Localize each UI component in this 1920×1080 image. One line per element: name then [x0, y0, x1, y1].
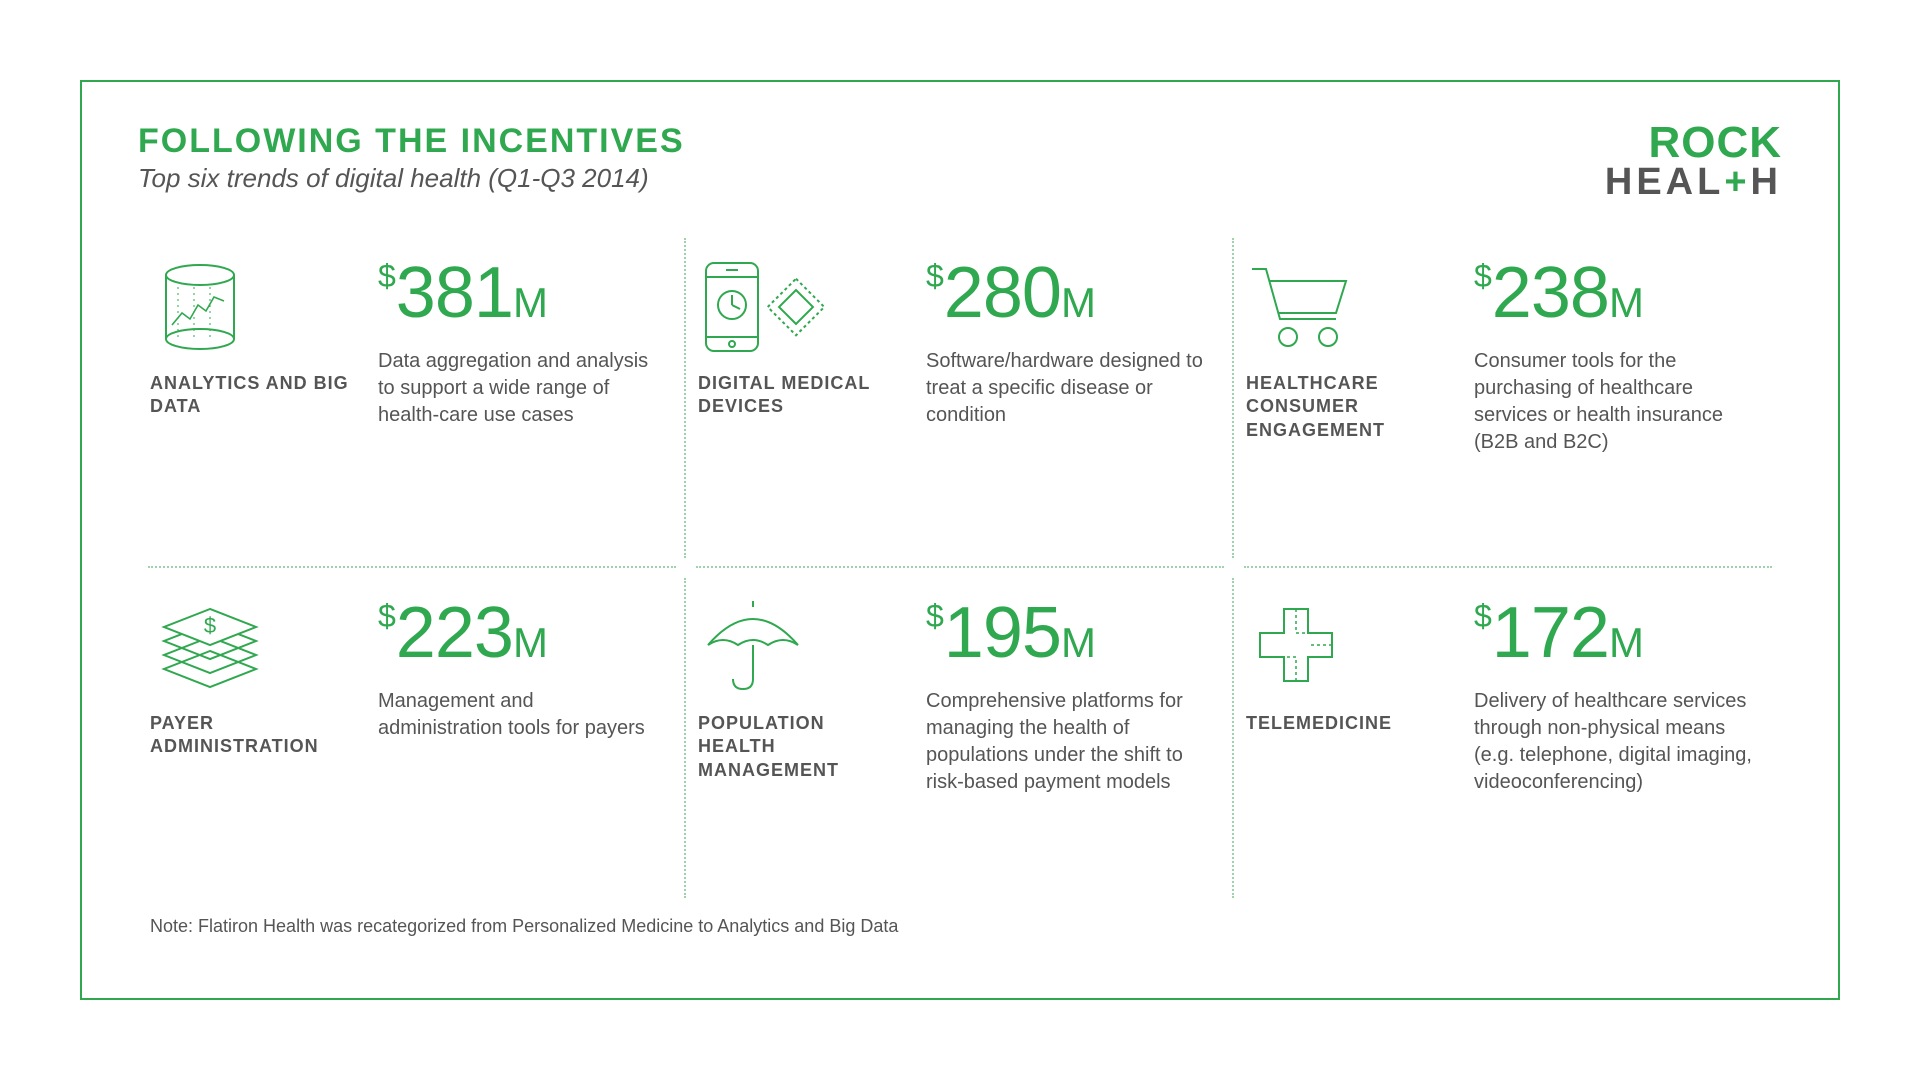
- umbrella-icon: [698, 592, 818, 702]
- trend-cell: HEALTHCARE CONSUMER ENGAGEMENT $238M Con…: [1234, 228, 1782, 568]
- logo-line-1: ROCK: [1605, 122, 1782, 164]
- amount: $172M: [1474, 592, 1754, 674]
- description: Delivery of healthcare services through …: [1474, 688, 1754, 796]
- amount-suffix: M: [1061, 279, 1096, 326]
- cell-right: $238M Consumer tools for the purchasing …: [1474, 252, 1754, 544]
- cell-left: DIGITAL MEDICAL DEVICES: [698, 252, 898, 544]
- currency-symbol: $: [926, 258, 944, 294]
- amount: $381M: [378, 252, 658, 334]
- stacked-papers-icon: $: [150, 592, 270, 702]
- shopping-cart-icon: [1246, 252, 1366, 362]
- description: Consumer tools for the purchasing of hea…: [1474, 348, 1754, 456]
- infographic-frame: FOLLOWING THE INCENTIVES Top six trends …: [80, 80, 1840, 1000]
- amount-suffix: M: [1609, 279, 1644, 326]
- logo-h: H: [1751, 161, 1782, 203]
- logo-heal: HEAL: [1605, 161, 1724, 203]
- amount-value: 381: [396, 253, 513, 333]
- trend-cell: DIGITAL MEDICAL DEVICES $280M Software/h…: [686, 228, 1234, 568]
- svg-text:$: $: [204, 613, 216, 638]
- cell-right: $195M Comprehensive platforms for managi…: [926, 592, 1206, 884]
- amount: $280M: [926, 252, 1206, 334]
- description: Data aggregation and analysis to support…: [378, 348, 658, 429]
- description: Management and administration tools for …: [378, 688, 658, 742]
- subtitle: Top six trends of digital health (Q1-Q3 …: [138, 163, 685, 194]
- category-label: DIGITAL MEDICAL DEVICES: [698, 372, 898, 419]
- cell-left: HEALTHCARE CONSUMER ENGAGEMENT: [1246, 252, 1446, 544]
- amount-value: 280: [944, 253, 1061, 333]
- trend-cell: POPULATION HEALTH MANAGEMENT $195M Compr…: [686, 568, 1234, 908]
- phone-device-icon: [698, 252, 818, 362]
- title-block: FOLLOWING THE INCENTIVES Top six trends …: [138, 122, 685, 194]
- header: FOLLOWING THE INCENTIVES Top six trends …: [138, 122, 1782, 200]
- currency-symbol: $: [378, 258, 396, 294]
- currency-symbol: $: [1474, 598, 1492, 634]
- database-chart-icon: [150, 252, 270, 362]
- category-label: PAYER ADMINISTRATION: [150, 712, 350, 759]
- amount: $195M: [926, 592, 1206, 674]
- cell-left: $ PAYER ADMINISTRATION: [150, 592, 350, 884]
- trends-grid: ANALYTICS AND BIG DATA $381M Data aggreg…: [138, 228, 1782, 908]
- rock-health-logo: ROCK HEAL+H: [1605, 122, 1782, 200]
- amount-value: 238: [1492, 253, 1609, 333]
- category-label: POPULATION HEALTH MANAGEMENT: [698, 712, 898, 782]
- category-label: TELEMEDICINE: [1246, 712, 1392, 735]
- amount-value: 172: [1492, 593, 1609, 673]
- amount: $238M: [1474, 252, 1754, 334]
- cell-right: $172M Delivery of healthcare services th…: [1474, 592, 1754, 884]
- currency-symbol: $: [378, 598, 396, 634]
- currency-symbol: $: [1474, 258, 1492, 294]
- footnote: Note: Flatiron Health was recategorized …: [138, 916, 1782, 937]
- trend-cell: TELEMEDICINE $172M Delivery of healthcar…: [1234, 568, 1782, 908]
- cell-right: $280M Software/hardware designed to trea…: [926, 252, 1206, 544]
- trend-cell: $ PAYER ADMINISTRATION $223M Management …: [138, 568, 686, 908]
- logo-line-2: HEAL+H: [1605, 164, 1782, 200]
- description: Software/hardware designed to treat a sp…: [926, 348, 1206, 429]
- main-title: FOLLOWING THE INCENTIVES: [138, 122, 685, 161]
- medical-cross-icon: [1246, 592, 1366, 702]
- amount: $223M: [378, 592, 658, 674]
- cell-left: TELEMEDICINE: [1246, 592, 1446, 884]
- cell-left: POPULATION HEALTH MANAGEMENT: [698, 592, 898, 884]
- amount-value: 223: [396, 593, 513, 673]
- amount-value: 195: [944, 593, 1061, 673]
- currency-symbol: $: [926, 598, 944, 634]
- cell-right: $223M Management and administration tool…: [378, 592, 658, 884]
- category-label: HEALTHCARE CONSUMER ENGAGEMENT: [1246, 372, 1446, 442]
- amount-suffix: M: [513, 619, 548, 666]
- logo-plus-icon: +: [1724, 161, 1750, 203]
- trend-cell: ANALYTICS AND BIG DATA $381M Data aggreg…: [138, 228, 686, 568]
- cell-left: ANALYTICS AND BIG DATA: [150, 252, 350, 544]
- amount-suffix: M: [1609, 619, 1644, 666]
- cell-right: $381M Data aggregation and analysis to s…: [378, 252, 658, 544]
- amount-suffix: M: [513, 279, 548, 326]
- amount-suffix: M: [1061, 619, 1096, 666]
- category-label: ANALYTICS AND BIG DATA: [150, 372, 350, 419]
- description: Comprehensive platforms for managing the…: [926, 688, 1206, 796]
